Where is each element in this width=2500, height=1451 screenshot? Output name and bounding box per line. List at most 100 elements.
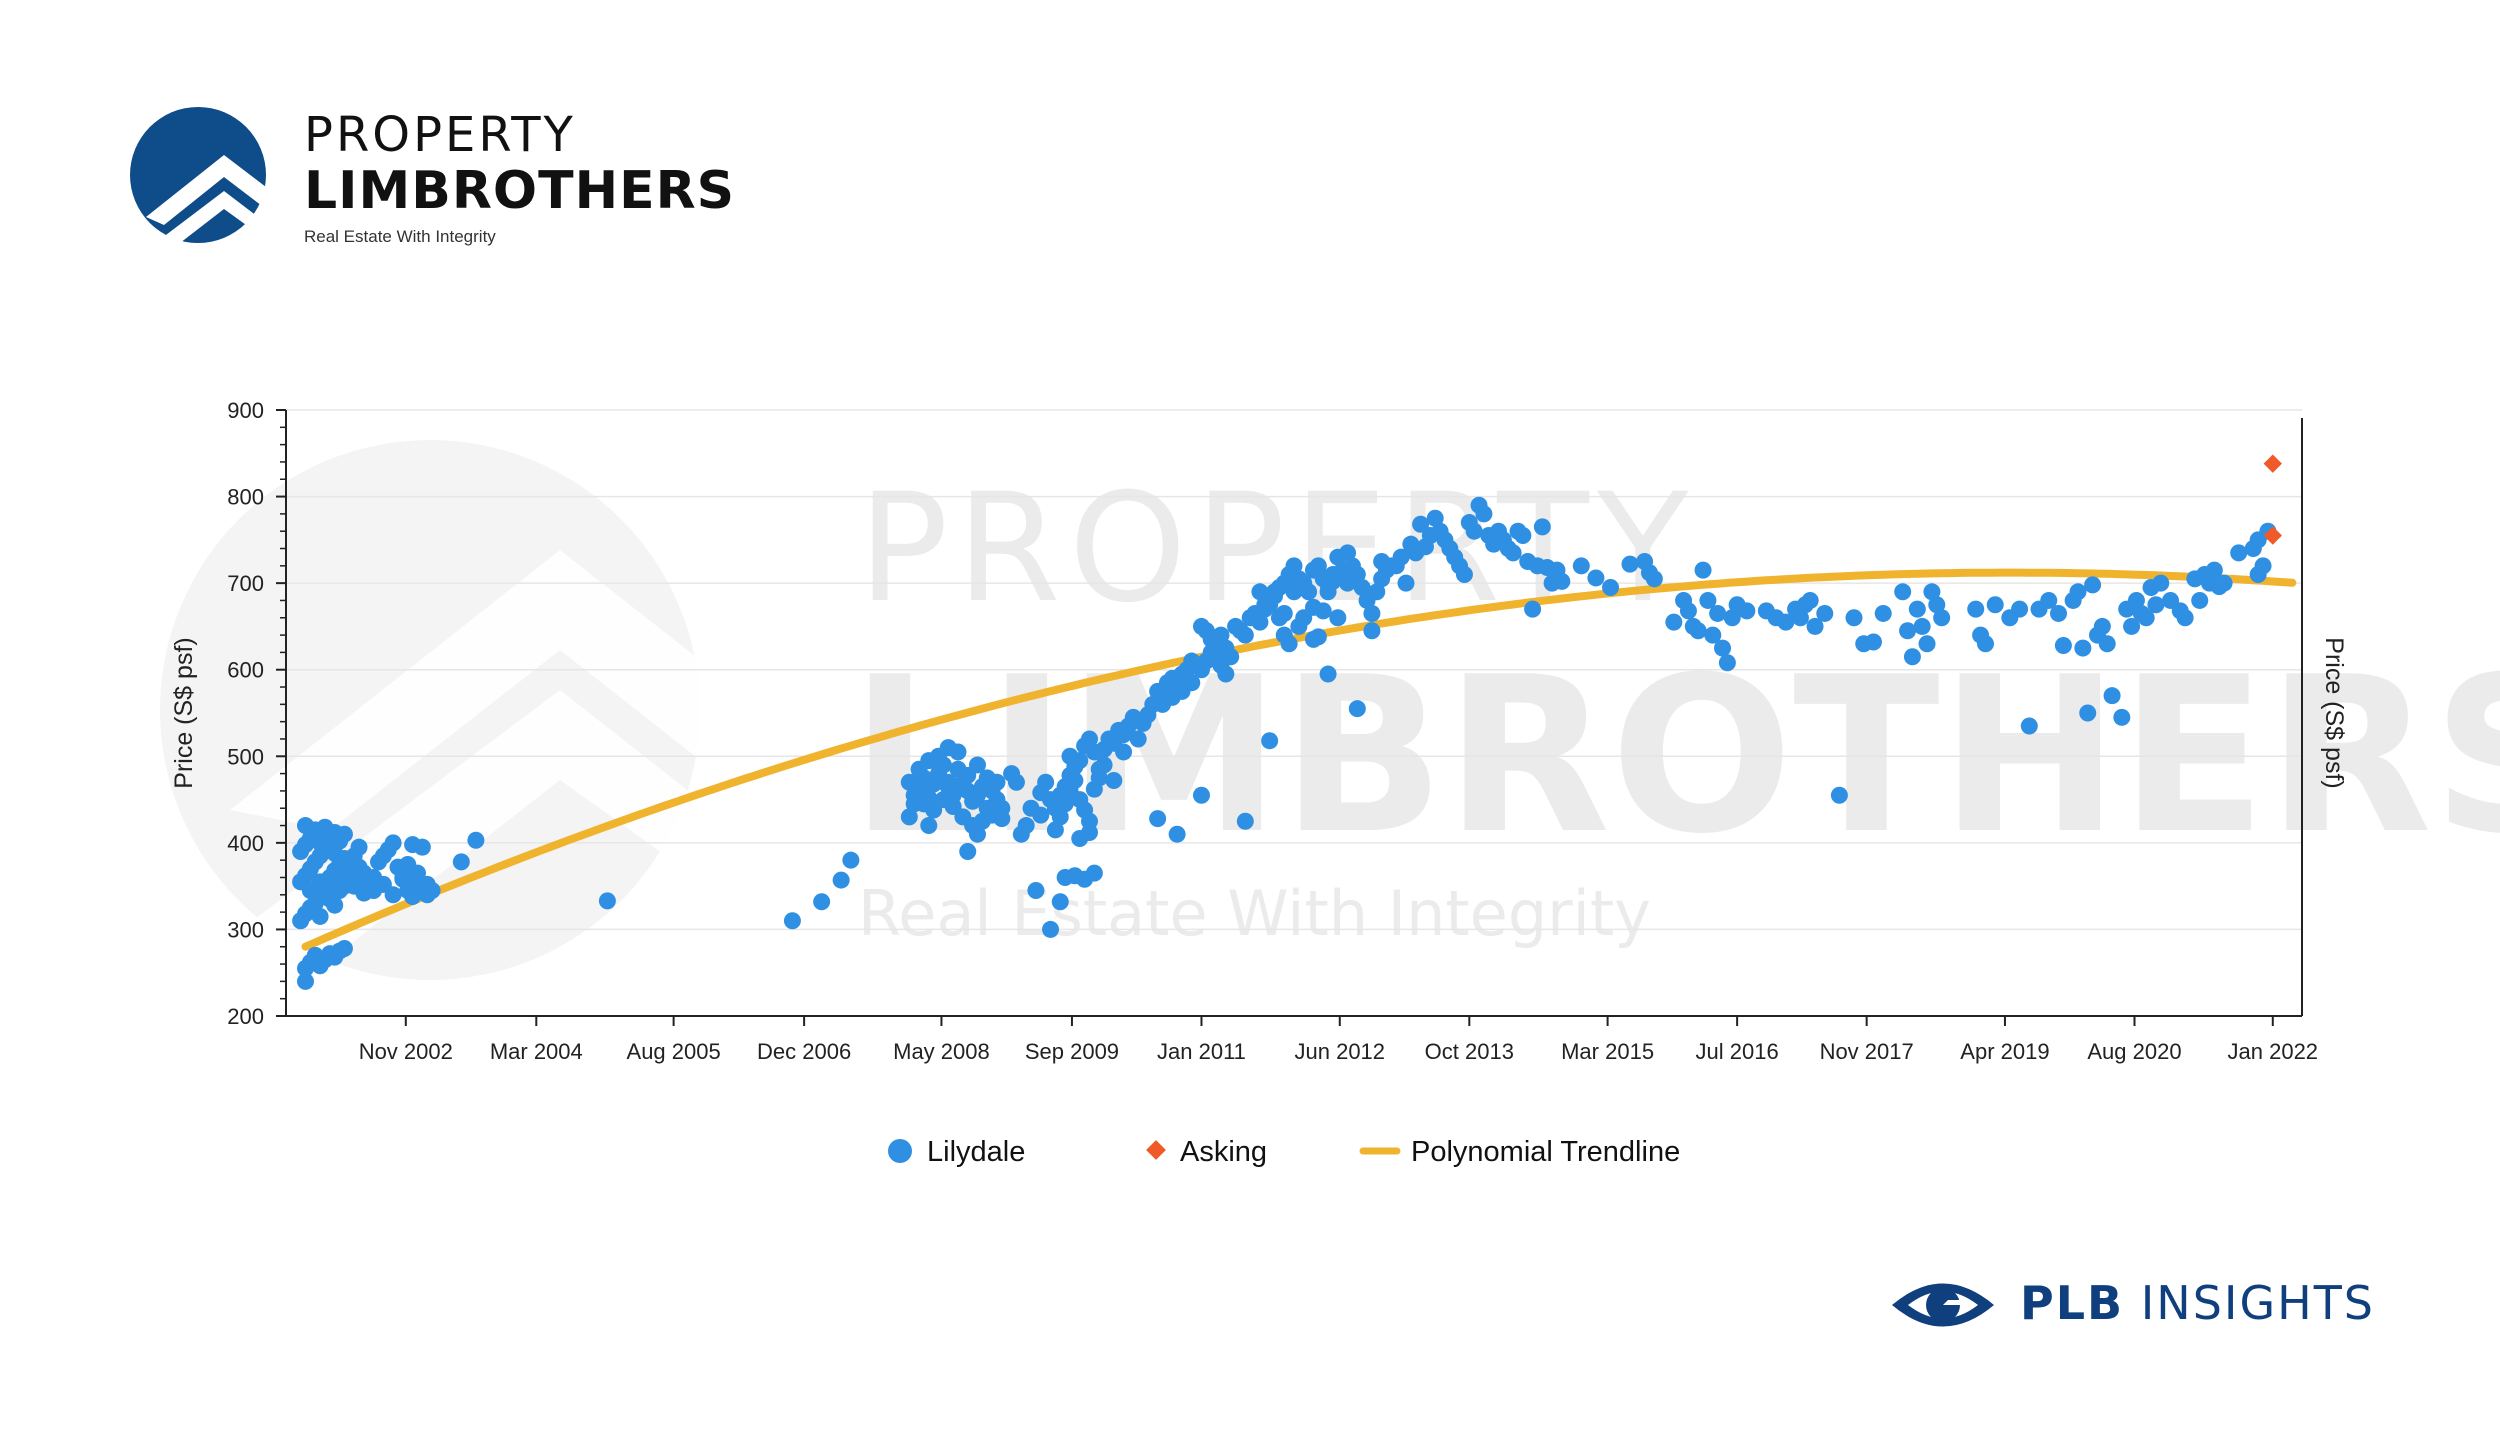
data-point-lilydale: [2230, 544, 2248, 562]
data-point-lilydale: [842, 851, 860, 869]
legend-label-trendline: Polynomial Trendline: [1411, 1136, 1680, 1168]
x-tick-label: Apr 2019: [1960, 1039, 2049, 1064]
data-point-lilydale: [1689, 622, 1707, 640]
x-tick-label: Mar 2015: [1561, 1039, 1654, 1064]
data-point-lilydale: [1061, 747, 1079, 765]
data-point-lilydale: [959, 843, 977, 861]
y-axis-title-right: Price (S$ psf): [2320, 637, 2348, 788]
x-tick-label: Oct 2013: [1425, 1039, 1514, 1064]
data-point-lilydale: [1806, 617, 1824, 635]
data-point-lilydale: [1645, 570, 1663, 588]
data-point-lilydale: [296, 972, 314, 990]
data-point-lilydale: [1709, 604, 1727, 622]
data-point-lilydale: [1217, 665, 1235, 683]
data-point-lilydale: [1251, 583, 1269, 601]
data-point-lilydale: [1017, 817, 1035, 835]
data-point-lilydale: [1149, 810, 1167, 828]
data-point-lilydale: [1514, 527, 1532, 545]
data-point-lilydale: [1923, 583, 1941, 601]
data-point-lilydale: [1621, 555, 1639, 573]
data-point-lilydale: [1076, 737, 1094, 755]
data-point-lilydale: [1928, 596, 1946, 614]
data-point-lilydale: [1426, 509, 1444, 527]
data-point-lilydale: [384, 886, 402, 904]
data-point-lilydale: [1085, 864, 1103, 882]
data-point-lilydale: [1699, 591, 1717, 609]
data-point-lilydale: [1899, 622, 1917, 640]
legend-item-asking[interactable]: Asking: [1146, 1136, 1267, 1168]
x-tick-label: Jun 2012: [1295, 1039, 1386, 1064]
data-point-lilydale: [2191, 591, 2209, 609]
data-point-lilydale: [1363, 622, 1381, 640]
data-point-lilydale: [813, 893, 831, 911]
legend-label-lilydale: Lilydale: [927, 1136, 1025, 1168]
data-point-lilydale: [2050, 604, 2068, 622]
data-point-lilydale: [2079, 704, 2097, 722]
x-tick-label: Dec 2006: [757, 1039, 851, 1064]
data-point-lilydale: [968, 825, 986, 843]
brand-wordmark: PROPERTY LIMBROTHERS Real Estate With In…: [304, 107, 735, 247]
legend-item-lilydale[interactable]: Lilydale: [888, 1136, 1025, 1168]
x-tick-label: Jan 2022: [2228, 1039, 2319, 1064]
x-tick-label: May 2008: [893, 1039, 990, 1064]
data-point-lilydale: [2020, 717, 2038, 735]
y-ticks: 200 300 400 500 600 700 800 900: [227, 398, 286, 1029]
legend-item-trendline[interactable]: Polynomial Trendline: [1359, 1136, 1680, 1168]
data-point-lilydale: [1602, 578, 1620, 596]
data-point-lilydale: [1202, 630, 1220, 648]
data-point-lilydale: [335, 939, 353, 957]
y-tick-label: 600: [227, 658, 264, 683]
data-point-lilydale: [920, 817, 938, 835]
y-tick-label: 900: [227, 398, 264, 423]
data-point-lilydale: [1037, 773, 1055, 791]
data-point-lilydale: [598, 892, 616, 910]
data-point-lilydale: [1587, 569, 1605, 587]
data-point-lilydale: [1908, 600, 1926, 618]
data-point-lilydale: [1572, 557, 1590, 575]
data-point-lilydale: [1679, 602, 1697, 620]
data-point-lilydale: [399, 856, 417, 873]
data-point-lilydale: [2011, 600, 2029, 618]
data-point-lilydale: [1304, 630, 1322, 648]
data-point-lilydale: [1830, 786, 1848, 804]
data-point-lilydale: [1324, 572, 1342, 590]
data-point-lilydale: [326, 896, 344, 914]
y-tick-label: 200: [227, 1004, 264, 1029]
x-tick-label: Nov 2002: [359, 1039, 453, 1064]
data-point-lilydale: [423, 881, 441, 899]
data-point-lilydale: [2113, 708, 2131, 726]
data-point-lilydale: [1504, 544, 1522, 562]
data-point-lilydale: [832, 871, 850, 889]
data-point-lilydale: [1368, 583, 1386, 601]
data-point-lilydale: [1348, 565, 1366, 583]
data-point-lilydale: [1918, 635, 1936, 653]
data-point-lilydale: [2205, 561, 2223, 579]
data-point-lilydale: [2098, 635, 2116, 653]
data-point-lilydale: [1714, 639, 1732, 657]
data-point-lilydale: [1524, 600, 1542, 618]
data-point-lilydale: [326, 823, 344, 841]
data-point-lilydale: [1251, 613, 1269, 631]
data-point-lilydale: [2040, 591, 2058, 609]
data-point-lilydale: [1694, 561, 1712, 579]
data-point-lilydale: [345, 877, 363, 895]
data-point-lilydale: [1129, 730, 1147, 748]
data-point-lilydale: [1300, 583, 1318, 601]
data-point-lilydale: [1236, 626, 1254, 644]
data-point-lilydale: [1933, 609, 1951, 627]
data-point-lilydale: [1115, 743, 1133, 761]
data-point-lilydale: [2123, 617, 2141, 635]
data-point-lilydale: [1266, 587, 1284, 605]
data-point-lilydale: [1903, 648, 1921, 666]
data-point-lilydale: [350, 838, 368, 856]
data-point-lilydale: [1319, 665, 1337, 683]
data-point-lilydale: [311, 907, 329, 925]
y-tick-label: 700: [227, 571, 264, 596]
data-point-lilydale: [1967, 600, 1985, 618]
data-point-lilydale: [1261, 732, 1279, 750]
data-point-lilydale: [1986, 596, 2004, 614]
data-point-lilydale: [1465, 522, 1483, 540]
data-point-lilydale: [1913, 617, 1931, 635]
data-point-lilydale: [1665, 613, 1683, 631]
data-point-lilydale: [2074, 639, 2092, 657]
